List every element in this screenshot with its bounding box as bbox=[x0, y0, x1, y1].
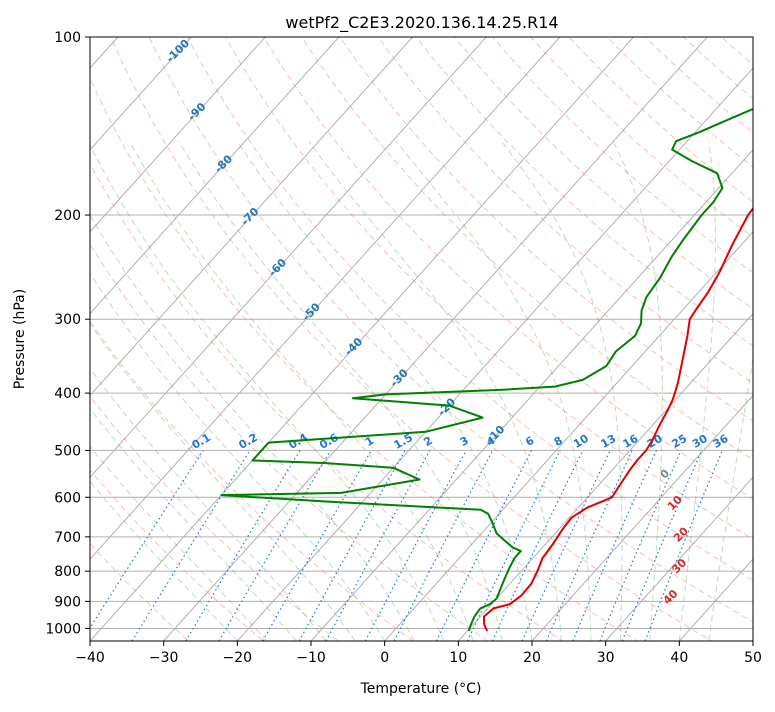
dry-adiabat bbox=[90, 76, 638, 641]
dry-adiabat bbox=[301, 37, 753, 461]
plot-area: 0.1 0.2 0.4 0.6 1 1.5 2 3 4 6 8 10 13 16 20 25 30 36-100-… bbox=[90, 37, 753, 641]
y-tick-label: 1000 bbox=[45, 621, 81, 637]
moist-adiabat bbox=[612, 140, 663, 641]
x-axis-label: Temperature (°C) bbox=[360, 681, 482, 697]
isotherm-line bbox=[236, 67, 753, 641]
moist-adiabat bbox=[678, 141, 716, 641]
moist-adiabat bbox=[90, 408, 297, 641]
mixing-ratio-line bbox=[131, 450, 251, 641]
isotherm-line bbox=[531, 394, 753, 641]
moist-adiabat bbox=[90, 480, 238, 641]
isotherm-line bbox=[90, 37, 193, 151]
x-tick-label: −40 bbox=[75, 650, 105, 666]
x-tick-label: −20 bbox=[223, 650, 253, 666]
y-tick-label: 100 bbox=[54, 30, 81, 46]
mixing-ratio-line bbox=[491, 450, 584, 641]
x-tick-label: 40 bbox=[670, 650, 688, 666]
moist-adiabat bbox=[236, 140, 533, 641]
x-tick-label: −10 bbox=[296, 650, 326, 666]
mixing-ratio-line bbox=[435, 450, 533, 641]
dry-adiabat bbox=[90, 243, 489, 641]
moist-adiabat bbox=[129, 140, 474, 641]
mixing-ratio-line bbox=[572, 450, 658, 641]
dry-adiabat bbox=[90, 542, 190, 641]
dry-adiabat bbox=[148, 37, 753, 623]
mixing-ratio-line bbox=[185, 450, 301, 641]
isotherm-line bbox=[457, 312, 753, 641]
y-tick-label: 500 bbox=[54, 443, 81, 459]
dry-adiabat bbox=[263, 37, 753, 500]
dry-adiabat bbox=[415, 37, 753, 347]
isotherm-line bbox=[90, 37, 561, 560]
y-tick-label: 600 bbox=[54, 490, 81, 506]
y-tick-label: 900 bbox=[54, 594, 81, 610]
dry-adiabat bbox=[90, 162, 564, 641]
x-tick-label: 30 bbox=[597, 650, 615, 666]
mixing-ratio-line bbox=[545, 450, 633, 641]
moist-adiabat bbox=[395, 140, 592, 641]
mixing-ratio-line bbox=[393, 450, 494, 641]
x-tick-label: 20 bbox=[523, 650, 541, 666]
chart-title: wetPf2_C2E3.2020.136.14.25.R14 bbox=[285, 13, 558, 33]
plot-frame bbox=[89, 36, 754, 642]
isotherm-line bbox=[90, 37, 414, 397]
isotherm-line bbox=[310, 149, 753, 641]
x-axis: −40 −30 −20 −10 0 10 20 30 40 50 bbox=[75, 641, 762, 666]
x-tick-label: 50 bbox=[744, 650, 762, 666]
y-tick-label: 300 bbox=[54, 312, 81, 328]
temperature-profile bbox=[482, 206, 753, 632]
isotherm-line bbox=[604, 476, 753, 641]
moist-adiabat bbox=[90, 445, 268, 641]
mixing-ratio-line bbox=[521, 450, 611, 641]
dry-adiabat bbox=[224, 37, 753, 540]
isotherm-line bbox=[90, 37, 487, 479]
x-tick-label: 0 bbox=[380, 650, 389, 666]
isotherm-line bbox=[90, 37, 266, 233]
isotherm-line bbox=[383, 230, 753, 641]
moist-adiabat bbox=[308, 140, 562, 641]
dry-adiabat bbox=[186, 37, 753, 581]
x-tick-label: −30 bbox=[149, 650, 179, 666]
dry-adiabat bbox=[90, 320, 414, 641]
mixing-ratio-line bbox=[90, 450, 204, 630]
y-tick-label: 400 bbox=[54, 386, 81, 402]
y-axis: 100 200 300 400 500 600 700 800 900 1000 bbox=[45, 30, 90, 637]
moist-adiabat bbox=[708, 355, 753, 641]
moist-adiabat bbox=[90, 143, 445, 641]
dewpoint-profile bbox=[220, 107, 753, 632]
isotherm-line bbox=[162, 37, 708, 641]
isotherm-line bbox=[90, 37, 635, 641]
dry-adiabat bbox=[110, 37, 713, 641]
y-tick-label: 200 bbox=[54, 208, 81, 224]
isotherm-line bbox=[90, 37, 340, 315]
x-tick-label: 10 bbox=[449, 650, 467, 666]
y-tick-label: 700 bbox=[54, 530, 81, 546]
moist-adiabat bbox=[90, 367, 327, 641]
y-tick-label: 800 bbox=[54, 564, 81, 580]
moist-adiabat bbox=[90, 213, 415, 641]
profile-series bbox=[220, 107, 753, 632]
y-axis-label: Pressure (hPa) bbox=[12, 289, 28, 389]
moist-adiabat bbox=[501, 140, 623, 641]
mixing-ratio-line bbox=[218, 450, 332, 641]
